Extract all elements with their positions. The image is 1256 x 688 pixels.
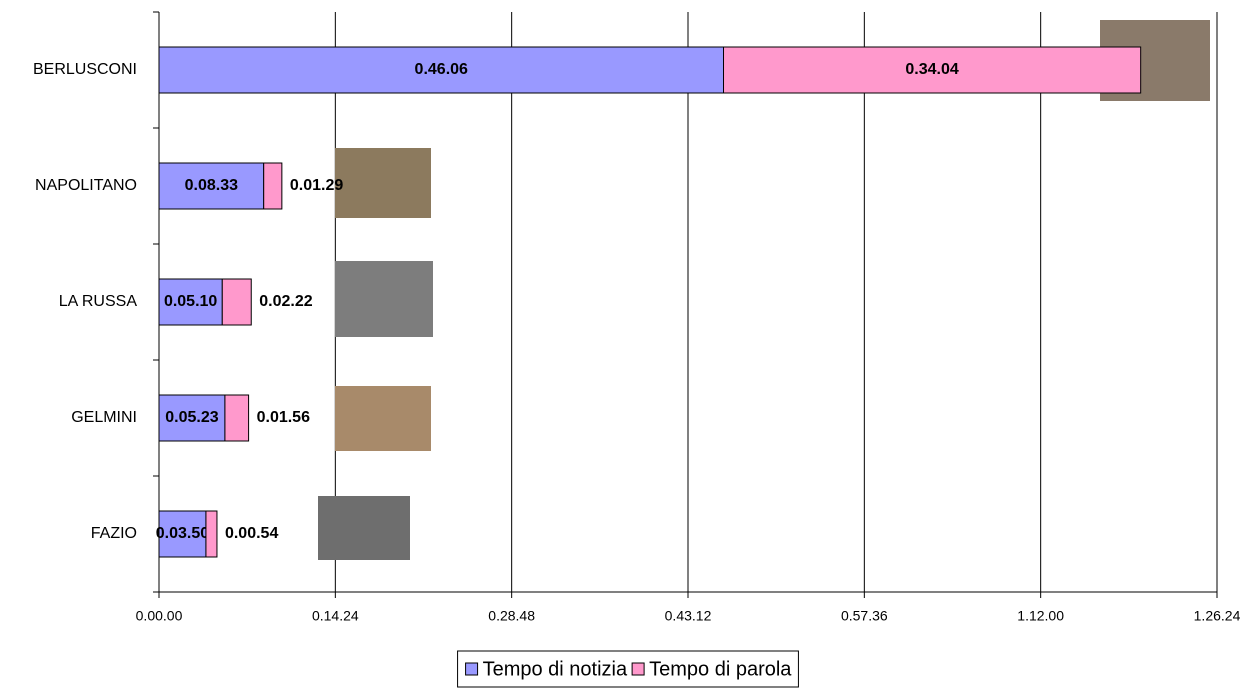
x-tick-label: 1.26.24 (1194, 608, 1241, 624)
data-label: 0.00.54 (225, 525, 278, 542)
data-label: 0.02.22 (259, 293, 312, 310)
data-label: 0.05.23 (165, 409, 218, 426)
bar (158, 162, 265, 210)
legend-marker (465, 662, 479, 676)
bar (263, 162, 283, 210)
x-tick-label: 0.00.00 (136, 608, 183, 624)
photo (335, 386, 431, 451)
data-label: 0.46.06 (415, 61, 468, 78)
data-label: 0.08.33 (185, 177, 238, 194)
x-tick-label: 1.12.00 (1017, 608, 1064, 624)
photo (335, 148, 431, 218)
bar (723, 46, 1142, 94)
bar (158, 46, 725, 94)
legend-label: Tempo di notizia (483, 658, 628, 680)
y-tick-label: BERLUSCONI (33, 61, 137, 78)
bar (158, 510, 207, 558)
data-label: 0.01.29 (290, 177, 343, 194)
y-tick-label: NAPOLITANO (35, 177, 137, 194)
x-tick-label: 0.14.24 (312, 608, 359, 624)
y-tick-label: FAZIO (91, 525, 137, 542)
data-label: 0.34.04 (905, 61, 958, 78)
legend: Tempo di notizia Tempo di parola (457, 650, 799, 688)
y-tick-label: GELMINI (71, 409, 137, 426)
bar (224, 394, 250, 442)
photo (318, 496, 410, 560)
bar (205, 510, 218, 558)
data-label: 0.05.10 (164, 293, 217, 310)
legend-label: Tempo di parola (649, 658, 792, 680)
legend-marker (631, 662, 645, 676)
y-tick-label: LA RUSSA (59, 293, 138, 310)
data-label: 0.03.50 (156, 525, 209, 542)
x-tick-label: 0.57.36 (841, 608, 888, 624)
data-label: 0.01.56 (257, 409, 310, 426)
photo (335, 261, 433, 337)
bar (221, 278, 252, 326)
x-tick-label: 0.28.48 (488, 608, 535, 624)
bar (158, 278, 223, 326)
x-tick-label: 0.43.12 (665, 608, 712, 624)
plot (153, 11, 1218, 598)
photos (318, 20, 1210, 560)
legend-box (457, 650, 799, 688)
